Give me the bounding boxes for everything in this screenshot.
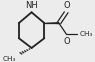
Text: CH₃: CH₃ (80, 31, 93, 37)
Text: O: O (64, 37, 70, 46)
Text: NH: NH (25, 1, 38, 10)
Text: O: O (64, 1, 70, 10)
Polygon shape (44, 22, 59, 24)
Text: CH₃: CH₃ (3, 55, 16, 62)
